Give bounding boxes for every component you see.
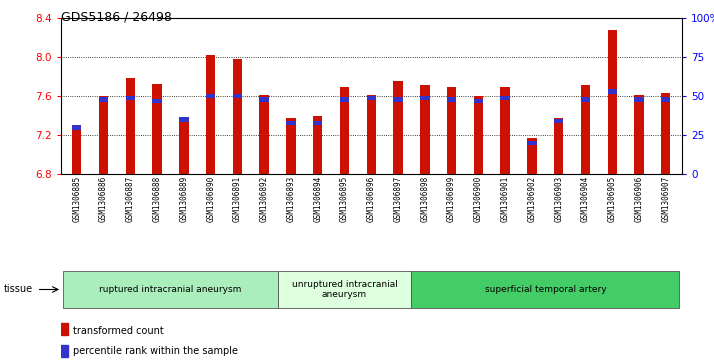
Bar xyxy=(286,121,296,125)
Bar xyxy=(366,95,376,100)
Bar xyxy=(179,118,188,174)
Bar xyxy=(661,97,670,102)
Bar xyxy=(634,97,644,102)
Bar xyxy=(313,121,323,125)
Bar xyxy=(259,97,269,102)
Bar xyxy=(313,116,323,174)
Bar xyxy=(554,119,563,123)
FancyBboxPatch shape xyxy=(411,271,679,308)
Bar xyxy=(501,87,510,174)
Bar xyxy=(393,81,403,174)
Bar xyxy=(206,94,216,98)
Text: tissue: tissue xyxy=(4,285,33,294)
Bar xyxy=(527,138,537,174)
Text: ruptured intracranial aneurysm: ruptured intracranial aneurysm xyxy=(99,285,241,294)
Bar xyxy=(634,95,644,174)
Bar xyxy=(126,95,135,100)
Bar xyxy=(580,97,590,102)
Bar xyxy=(61,323,69,335)
Bar xyxy=(72,129,81,174)
Bar xyxy=(580,85,590,174)
Text: superficial temporal artery: superficial temporal artery xyxy=(485,285,606,294)
Bar xyxy=(340,97,349,102)
Bar xyxy=(233,59,242,174)
Text: transformed count: transformed count xyxy=(73,326,164,336)
Bar xyxy=(152,85,162,174)
Bar xyxy=(393,97,403,102)
Bar xyxy=(259,95,269,174)
Bar xyxy=(554,118,563,174)
Bar xyxy=(126,78,135,174)
FancyBboxPatch shape xyxy=(64,271,278,308)
Bar xyxy=(447,87,456,174)
FancyBboxPatch shape xyxy=(278,271,411,308)
Bar xyxy=(420,85,430,174)
Bar xyxy=(206,55,216,174)
Bar xyxy=(286,118,296,174)
Bar xyxy=(473,99,483,103)
Bar xyxy=(608,30,617,174)
Text: unruptured intracranial
aneurysm: unruptured intracranial aneurysm xyxy=(291,280,398,299)
Bar xyxy=(152,99,162,103)
Bar xyxy=(340,87,349,174)
Bar xyxy=(661,93,670,174)
Bar xyxy=(501,95,510,100)
Bar xyxy=(420,95,430,100)
Text: GDS5186 / 26498: GDS5186 / 26498 xyxy=(61,11,171,24)
Bar xyxy=(233,94,242,98)
Bar xyxy=(61,346,69,357)
Bar xyxy=(527,141,537,145)
Bar xyxy=(447,97,456,102)
Bar xyxy=(473,96,483,174)
Bar xyxy=(608,89,617,94)
Bar xyxy=(99,97,109,102)
Bar xyxy=(366,95,376,174)
Bar xyxy=(72,125,81,130)
Text: percentile rank within the sample: percentile rank within the sample xyxy=(73,346,238,356)
Bar xyxy=(99,96,109,174)
Bar xyxy=(179,117,188,122)
